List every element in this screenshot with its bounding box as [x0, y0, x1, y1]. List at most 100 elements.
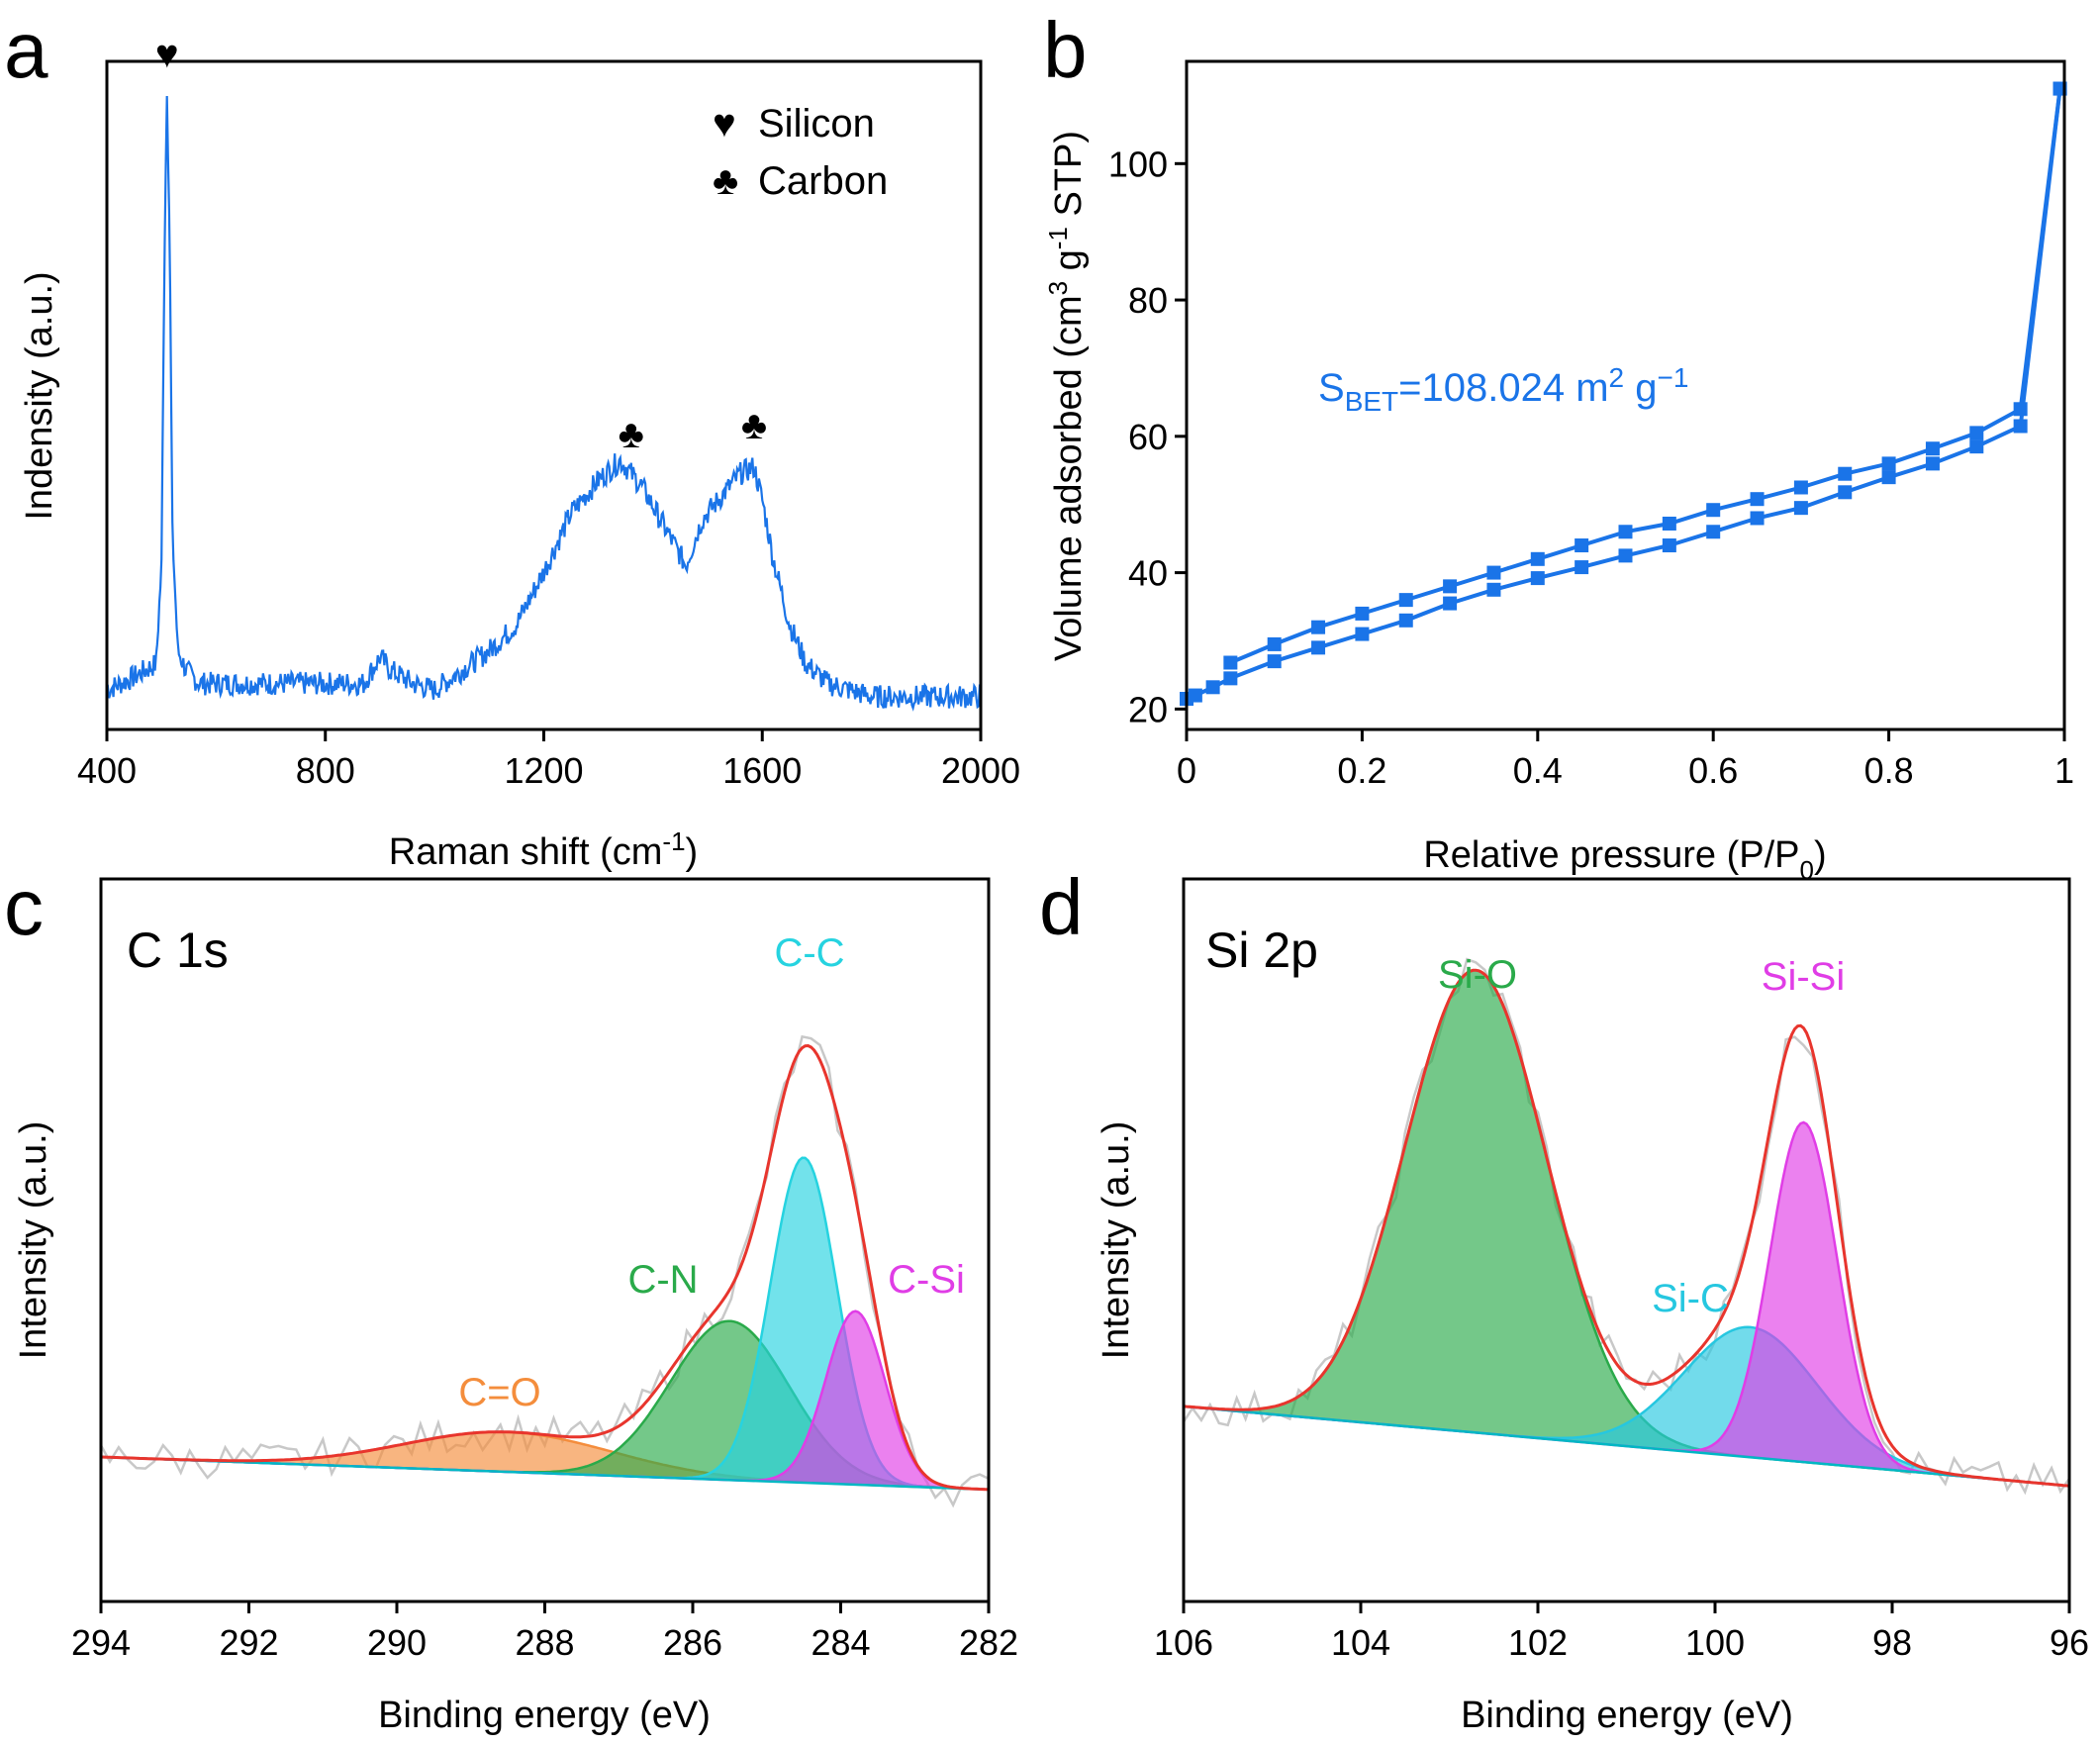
- panel-b-letter: b: [1043, 6, 1088, 94]
- bet-desorption-point: [1793, 480, 1808, 495]
- c1s-envelope-line: [100, 1043, 990, 1492]
- bet-desorption-point: [1267, 636, 1282, 651]
- bet-x-tick-label: 0.6: [1688, 750, 1738, 791]
- panel-a-raman: a ♥ ♣ ♣ 400 800 1200 1600 2000 Raman shift (cm…: [4, 6, 1020, 873]
- bet-desorption-point: [1969, 426, 1984, 440]
- raman-x-tick-label: 800: [296, 750, 355, 791]
- bet-desorption-point: [1575, 538, 1589, 553]
- bet-adsorption-point: [1618, 548, 1633, 563]
- bet-adsorption-point: [1925, 456, 1940, 471]
- bet-adsorption-point: [1969, 439, 1984, 454]
- c1s-x-tick-label: 284: [811, 1622, 870, 1663]
- raman-x-tick-label: 1600: [722, 750, 802, 791]
- bet-y-tick-label: 80: [1128, 280, 1168, 321]
- bet-desorption-point: [1838, 466, 1853, 481]
- si2p-x-tick-label: 100: [1685, 1622, 1745, 1663]
- bet-x-axis-label: Relative pressure (P/P0): [1423, 834, 1826, 885]
- legend-carbon-symbol: ♣: [713, 159, 738, 203]
- bet-desorption-point: [1706, 503, 1721, 518]
- bet-adsorption-point: [1838, 485, 1853, 500]
- bet-desorption-point: [1486, 565, 1501, 580]
- bet-y-axis-label: Volume adsorbed (cm3 g-1 STP): [1043, 131, 1090, 661]
- legend-carbon-label: Carbon: [758, 159, 888, 203]
- bet-x-tick-label: 1: [2054, 750, 2074, 791]
- c1s-title: C 1s: [127, 922, 229, 978]
- bet-desorption-point: [1881, 456, 1896, 471]
- peak-label-si-si: Si-Si: [1762, 955, 1845, 999]
- bet-desorption-point: [1443, 579, 1458, 594]
- raman-spectrum-line: [106, 95, 982, 712]
- bet-adsorption-point: [1223, 671, 1238, 686]
- si2p-baseline-line: [1183, 1405, 2070, 1488]
- panel-d-xps-si2p: d 106 104 102 100 98 96 Si 2p Binding energy …: [1039, 863, 2089, 1736]
- bet-adsorption-point: [1750, 511, 1765, 526]
- si2p-frame: [1182, 877, 2071, 1603]
- bet-adsorption-point: [1355, 627, 1370, 641]
- si2p-x-ticks: 106 104 102 100 98 96: [1154, 1601, 2089, 1663]
- c1s-x-tick-label: 294: [71, 1622, 131, 1663]
- raman-x-tick-label: 400: [77, 750, 137, 791]
- raman-x-ticks: 400 800 1200 1600 2000: [77, 729, 1020, 791]
- c1s-baseline-line: [100, 1455, 990, 1492]
- c1s-x-tick-label: 292: [219, 1622, 278, 1663]
- bet-desorption-point: [1530, 551, 1545, 566]
- bet-adsorption-point: [1205, 680, 1220, 695]
- raman-peak-marker: ♥: [155, 33, 179, 76]
- peak-label-c-si: C-Si: [888, 1258, 965, 1302]
- si2p-x-tick-label: 104: [1331, 1622, 1390, 1663]
- bet-adsorption-point: [1793, 501, 1808, 516]
- legend-silicon-label: Silicon: [758, 102, 875, 146]
- peak-label-si-o: Si-O: [1438, 953, 1517, 997]
- peak-label-c-n: C-N: [627, 1258, 698, 1302]
- bet-frame: [1185, 59, 2066, 731]
- bet-ticks: 0 0.2 0.4 0.6 0.8 1 20 40 60 80 100: [1108, 144, 2074, 791]
- si2p-x-tick-label: 106: [1154, 1622, 1213, 1663]
- peak-label-si-c: Si-C: [1652, 1277, 1729, 1320]
- si2p-x-tick-label: 96: [2050, 1622, 2089, 1663]
- raman-x-tick-label: 2000: [941, 750, 1020, 791]
- bet-desorption-point: [1355, 606, 1370, 621]
- si2p-x-tick-label: 98: [1872, 1622, 1912, 1663]
- c1s-component-C=O-area: [101, 1431, 989, 1490]
- panel-a-letter: a: [4, 6, 48, 94]
- bet-adsorption-point: [1662, 538, 1676, 553]
- bet-surface-area-annotation: SBET=108.024 m2 g−1: [1318, 362, 1688, 417]
- bet-adsorption-point: [1575, 560, 1589, 575]
- c1s-component-C-C-area: [101, 1157, 989, 1490]
- bet-x-tick-label: 0: [1177, 750, 1196, 791]
- bet-adsorption-point: [1486, 582, 1501, 597]
- peak-label-c-c: C-C: [774, 931, 844, 975]
- c1s-y-axis-label: Intensity (a.u.): [13, 1121, 54, 1360]
- c1s-x-axis-label: Binding energy (eV): [378, 1695, 711, 1736]
- raman-legend: ♥ Silicon ♣ Carbon: [713, 102, 888, 203]
- bet-x-tick-label: 0.8: [1864, 750, 1914, 791]
- c1s-component-C-Si-area: [101, 1310, 989, 1490]
- raman-y-axis-label: Indensity (a.u.): [19, 271, 60, 520]
- bet-desorption-point: [2013, 402, 2028, 417]
- c1s-frame: [99, 877, 991, 1603]
- bet-desorption-point: [1925, 441, 1940, 456]
- bet-desorption-point: [1223, 655, 1238, 670]
- bet-adsorption-point: [1706, 525, 1721, 539]
- c1s-plot-area: [99, 1034, 990, 1508]
- bet-adsorption-point: [1267, 654, 1282, 669]
- bet-adsorption-point: [1530, 571, 1545, 586]
- bet-adsorption-point: [1443, 596, 1458, 611]
- raman-x-axis-label: Raman shift (cm-1): [389, 826, 698, 873]
- panel-c-letter: c: [4, 863, 44, 951]
- si2p-x-tick-label: 102: [1508, 1622, 1568, 1663]
- bet-desorption-point: [1750, 492, 1765, 507]
- c1s-x-tick-label: 290: [367, 1622, 427, 1663]
- bet-desorption-point: [1618, 525, 1633, 539]
- bet-desorption-point: [1662, 516, 1676, 531]
- c1s-x-tick-label: 282: [959, 1622, 1018, 1663]
- bet-plot-area: [1180, 81, 2067, 707]
- c1s-x-tick-label: 288: [515, 1622, 574, 1663]
- si2p-raw-data-line: [1182, 957, 2071, 1496]
- bet-y-tick-label: 100: [1108, 144, 1168, 184]
- bet-y-tick-label: 20: [1128, 689, 1168, 729]
- bet-adsorption-point: [1188, 688, 1202, 703]
- si2p-envelope-line: [1183, 968, 2070, 1488]
- bet-adsorption-point: [2013, 419, 2028, 434]
- bet-x-tick-label: 0.2: [1337, 750, 1386, 791]
